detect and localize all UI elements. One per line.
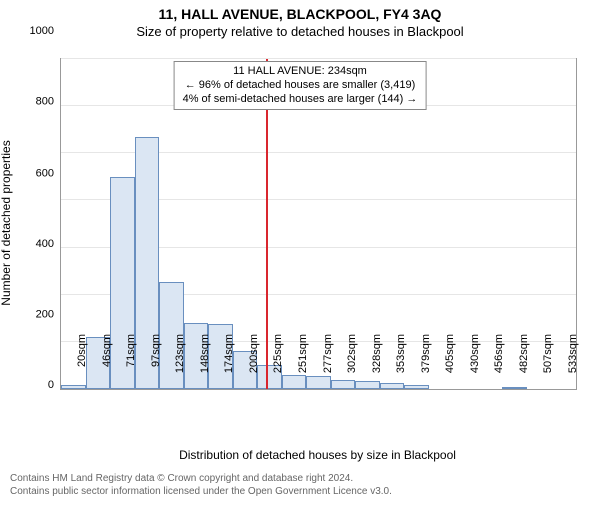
y-axis-label: Number of detached properties bbox=[0, 140, 13, 305]
x-tick-label: 97sqm bbox=[150, 334, 162, 394]
x-tick-label: 533sqm bbox=[567, 334, 579, 394]
x-tick-label: 482sqm bbox=[518, 334, 530, 394]
page-title: 11, HALL AVENUE, BLACKPOOL, FY4 3AQ bbox=[0, 6, 600, 22]
annotation-line-2: ← 96% of detached houses are smaller (3,… bbox=[183, 79, 418, 93]
footer-attribution: Contains HM Land Registry data © Crown c… bbox=[10, 472, 392, 498]
y-tick-label: 1400 bbox=[20, 0, 54, 232]
footer-line-2: Contains public sector information licen… bbox=[10, 485, 392, 498]
x-tick-label: 251sqm bbox=[297, 334, 309, 394]
chart-container: 11, HALL AVENUE, BLACKPOOL, FY4 3AQ Size… bbox=[0, 6, 600, 506]
x-tick-label: 328sqm bbox=[371, 334, 383, 394]
y-tick-label: 0 bbox=[20, 379, 54, 397]
x-tick-label: 46sqm bbox=[101, 334, 113, 394]
x-tick-label: 430sqm bbox=[469, 334, 481, 394]
x-tick-label: 20sqm bbox=[76, 334, 88, 394]
x-tick-label: 148sqm bbox=[199, 334, 211, 394]
x-tick-label: 456sqm bbox=[493, 334, 505, 394]
x-tick-label: 174sqm bbox=[223, 334, 235, 394]
x-tick-label: 225sqm bbox=[272, 334, 284, 394]
x-axis-label: Distribution of detached houses by size … bbox=[60, 448, 575, 462]
x-tick-label: 200sqm bbox=[248, 334, 260, 394]
annotation-box: 11 HALL AVENUE: 234sqm ← 96% of detached… bbox=[174, 61, 427, 110]
x-tick-label: 123sqm bbox=[174, 334, 186, 394]
x-tick-label: 379sqm bbox=[420, 334, 432, 394]
annotation-line-1: 11 HALL AVENUE: 234sqm bbox=[183, 65, 418, 79]
annotation-line-3: 4% of semi-detached houses are larger (1… bbox=[183, 93, 418, 107]
x-tick-label: 405sqm bbox=[444, 334, 456, 394]
page-subtitle: Size of property relative to detached ho… bbox=[0, 24, 600, 39]
x-tick-label: 507sqm bbox=[542, 334, 554, 394]
x-tick-label: 71sqm bbox=[125, 334, 137, 394]
x-tick-label: 302sqm bbox=[346, 334, 358, 394]
x-tick-label: 353sqm bbox=[395, 334, 407, 394]
x-tick-label: 277sqm bbox=[322, 334, 334, 394]
gridline bbox=[61, 58, 576, 59]
footer-line-1: Contains HM Land Registry data © Crown c… bbox=[10, 472, 392, 485]
